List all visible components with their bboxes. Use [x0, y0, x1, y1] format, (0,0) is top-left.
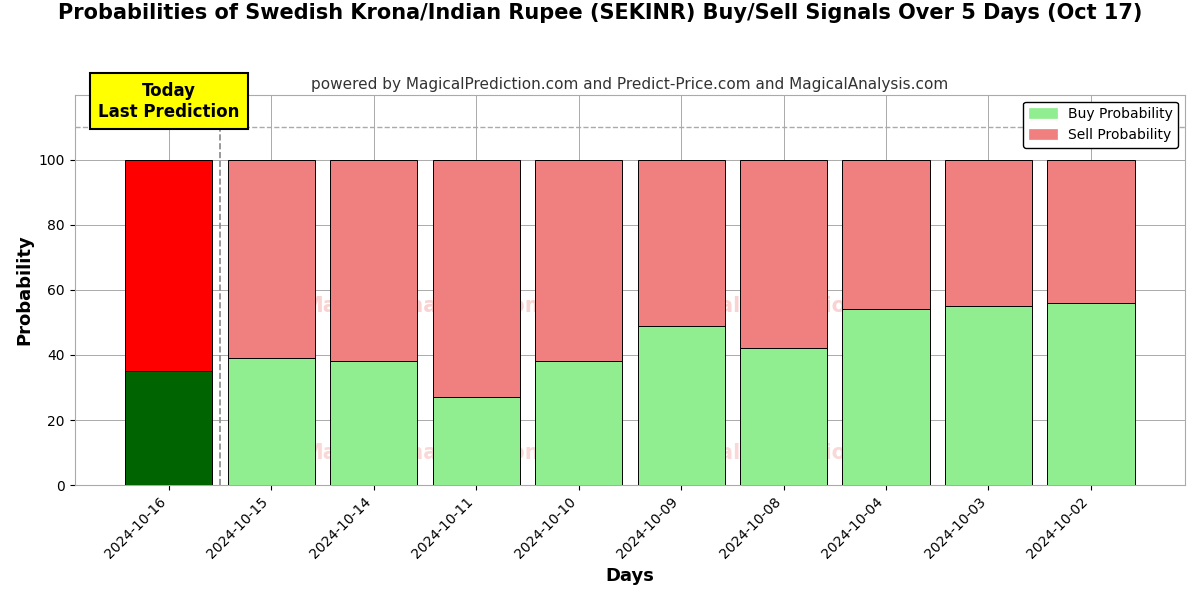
Bar	[330, 160, 418, 361]
Bar	[330, 361, 418, 485]
Text: Probabilities of Swedish Krona/Indian Rupee (SEKINR) Buy/Sell Signals Over 5 Day: Probabilities of Swedish Krona/Indian Ru…	[58, 3, 1142, 23]
Bar	[432, 160, 520, 397]
Bar	[944, 306, 1032, 485]
Bar	[740, 160, 827, 349]
Y-axis label: Probability: Probability	[16, 235, 34, 345]
Bar	[842, 160, 930, 310]
Text: MagicalPrediction.com: MagicalPrediction.com	[650, 443, 917, 463]
Bar	[944, 160, 1032, 306]
Bar	[1048, 303, 1134, 485]
Bar	[228, 358, 314, 485]
Text: MagicalAnalysis.com: MagicalAnalysis.com	[302, 296, 547, 316]
Bar	[1048, 160, 1134, 303]
Bar	[535, 160, 622, 361]
Text: MagicalAnalysis.com: MagicalAnalysis.com	[302, 443, 547, 463]
Bar	[125, 160, 212, 371]
Bar	[535, 361, 622, 485]
X-axis label: Days: Days	[605, 567, 654, 585]
Bar	[432, 397, 520, 485]
Title: powered by MagicalPrediction.com and Predict-Price.com and MagicalAnalysis.com: powered by MagicalPrediction.com and Pre…	[311, 77, 948, 92]
Bar	[740, 349, 827, 485]
Bar	[637, 326, 725, 485]
Bar	[637, 160, 725, 326]
Bar	[228, 160, 314, 358]
Bar	[125, 371, 212, 485]
Bar	[842, 310, 930, 485]
Text: MagicalPrediction.com: MagicalPrediction.com	[650, 296, 917, 316]
Legend: Buy Probability, Sell Probability: Buy Probability, Sell Probability	[1024, 101, 1178, 148]
Text: Today
Last Prediction: Today Last Prediction	[98, 82, 239, 121]
